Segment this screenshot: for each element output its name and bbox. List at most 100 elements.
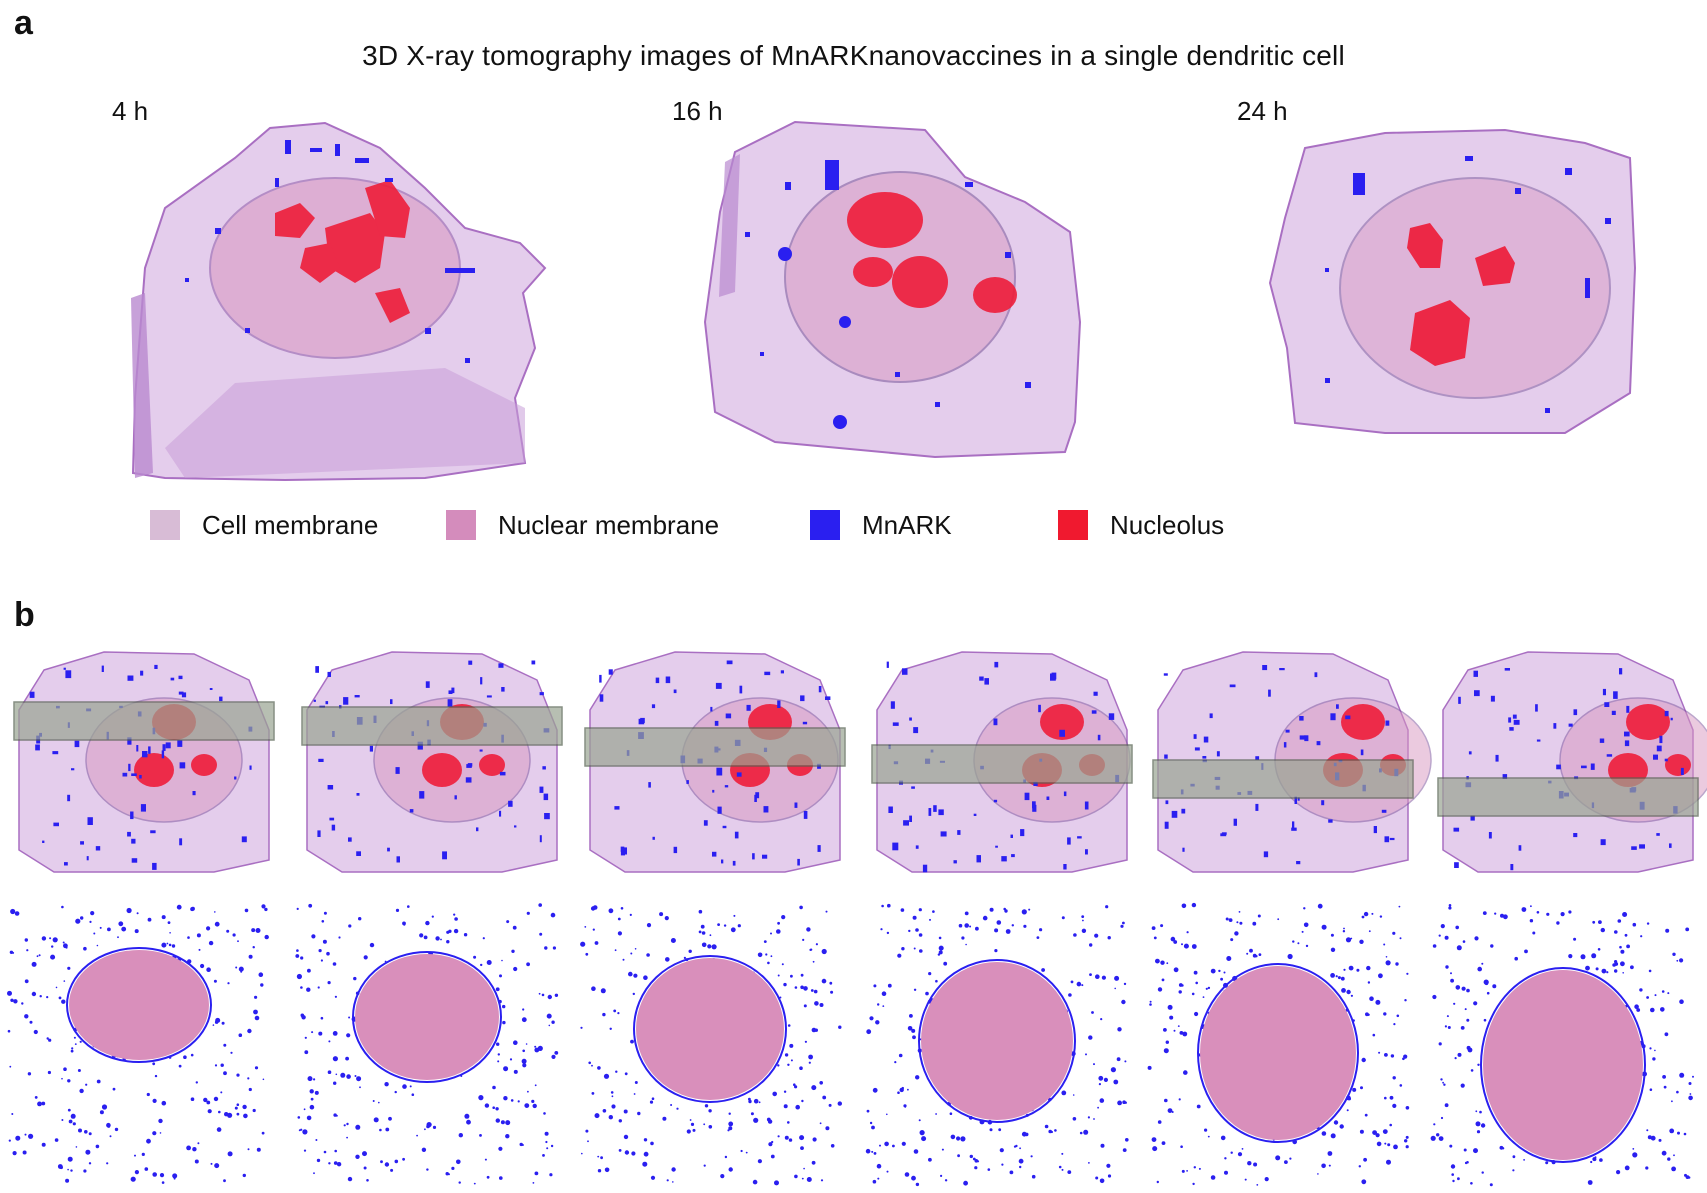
- mnark-particle: [772, 1091, 777, 1097]
- mnark-particle: [61, 1119, 64, 1121]
- mnark-particle: [732, 860, 736, 866]
- mnark-particle: [1474, 690, 1480, 697]
- mnark-particle: [505, 1134, 510, 1139]
- mnark-particle: [419, 933, 424, 938]
- mnark-particle: [1481, 1171, 1484, 1174]
- mnark-particle: [911, 1175, 916, 1181]
- mnark-particle: [247, 1028, 252, 1034]
- mnark-particle: [1165, 1040, 1169, 1044]
- mnark-particle: [1117, 1027, 1122, 1032]
- mnark-particle: [1160, 960, 1165, 965]
- mnark-particle: [424, 1128, 426, 1131]
- mnark-particle: [1077, 836, 1082, 839]
- mnark-particle: [1653, 754, 1658, 760]
- mnark-particle: [1490, 695, 1495, 702]
- mnark-particle: [41, 1101, 46, 1106]
- mnark-particle: [72, 1122, 76, 1126]
- mnark-particle: [704, 1104, 709, 1108]
- mnark-particle: [445, 1172, 449, 1176]
- mnark-particle: [221, 1021, 225, 1025]
- mnark-particle: [622, 958, 625, 961]
- mnark-particle: [783, 1090, 787, 1093]
- mnark-particle: [812, 960, 815, 963]
- mnark-particle: [801, 1177, 804, 1180]
- mnark-particle: [27, 1072, 32, 1076]
- mnark-particle: [757, 1159, 762, 1164]
- mnark-particle: [1387, 1143, 1391, 1147]
- mnark-particle: [10, 908, 16, 915]
- mnark-particle: [343, 1124, 346, 1127]
- mnark-particle: [670, 1104, 673, 1106]
- mnark-particle: [37, 1101, 42, 1107]
- mnark-particle: [1545, 1161, 1549, 1165]
- mnark-particle: [509, 1058, 513, 1061]
- mnark-particle: [825, 1126, 830, 1131]
- mnark-particle: [1393, 1144, 1398, 1150]
- mnark-particle: [1654, 994, 1657, 997]
- mnark-particle: [1063, 791, 1067, 797]
- mnark-particle: [1220, 1135, 1226, 1141]
- mnark-particle: [1392, 1103, 1397, 1108]
- mnark-particle: [961, 936, 965, 940]
- cross-section-1: [7, 904, 269, 1184]
- mnark-particle: [1186, 1170, 1188, 1172]
- mnark-particle: [524, 1103, 530, 1108]
- mnark-particle: [1395, 962, 1399, 966]
- mnark-particle: [828, 1103, 832, 1107]
- mnark-particle: [1619, 945, 1622, 949]
- mnark-particle: [1375, 999, 1381, 1005]
- mnark-particle: [886, 1113, 888, 1116]
- mnark-particle: [21, 1002, 24, 1005]
- nucleolus-blob: [191, 754, 217, 776]
- mnark-particle: [1366, 965, 1371, 971]
- mnark-particle: [620, 907, 624, 910]
- mnark-particle: [480, 963, 483, 967]
- mnark-particle: [177, 740, 183, 747]
- mnark-particle: [808, 1061, 811, 1064]
- mnark-particle: [321, 920, 325, 923]
- mnark-particle: [580, 941, 586, 947]
- mnark-particle: [829, 981, 833, 985]
- mnark-particle: [334, 1149, 337, 1153]
- mnark-particle: [130, 811, 134, 820]
- mnark-particle: [227, 1151, 233, 1157]
- mnark-particle: [1194, 747, 1200, 751]
- slice-render-5: [1152, 651, 1432, 873]
- mnark-particle: [900, 908, 905, 912]
- mnark-particle: [203, 1097, 208, 1103]
- mnark-particle: [208, 940, 214, 946]
- mnark-particle: [1514, 956, 1518, 961]
- mnark-particle: [73, 1036, 76, 1039]
- mnark-particle: [813, 989, 818, 994]
- mnark-particle: [765, 953, 768, 956]
- mnark-particle: [794, 1174, 798, 1179]
- mnark-particle: [872, 1179, 877, 1184]
- mnark-particle: [1085, 849, 1088, 855]
- mnark-particle: [41, 1142, 46, 1147]
- mnark-particle: [1327, 1151, 1333, 1156]
- mnark-particle: [666, 1179, 669, 1182]
- mnark-particle: [440, 938, 442, 941]
- mnark-particle: [379, 1128, 382, 1132]
- mnark-particle: [255, 928, 261, 933]
- mnark-particle: [1462, 940, 1466, 943]
- mnark-particle: [304, 1036, 307, 1039]
- mnark-particle: [887, 983, 892, 988]
- mnark-particle: [819, 1081, 823, 1085]
- mnark-particle: [974, 1166, 978, 1170]
- mnark-particle: [972, 1157, 976, 1161]
- mnark-particle: [467, 763, 473, 767]
- mnark-particle: [495, 1118, 500, 1123]
- mnark-particle: [1036, 936, 1040, 939]
- cell-membrane-edge: [719, 154, 740, 297]
- mnark-particle: [1612, 963, 1616, 967]
- mnark-particle: [395, 908, 400, 912]
- mnark-particle: [1297, 797, 1300, 801]
- mnark-particle: [872, 1087, 878, 1093]
- mnark-particle: [224, 1112, 229, 1117]
- mnark-particle: [655, 677, 660, 684]
- mnark-particle: [152, 862, 157, 870]
- mnark-particle: [1438, 1042, 1442, 1046]
- mnark-particle: [453, 928, 459, 934]
- mnark-particle: [1089, 943, 1093, 947]
